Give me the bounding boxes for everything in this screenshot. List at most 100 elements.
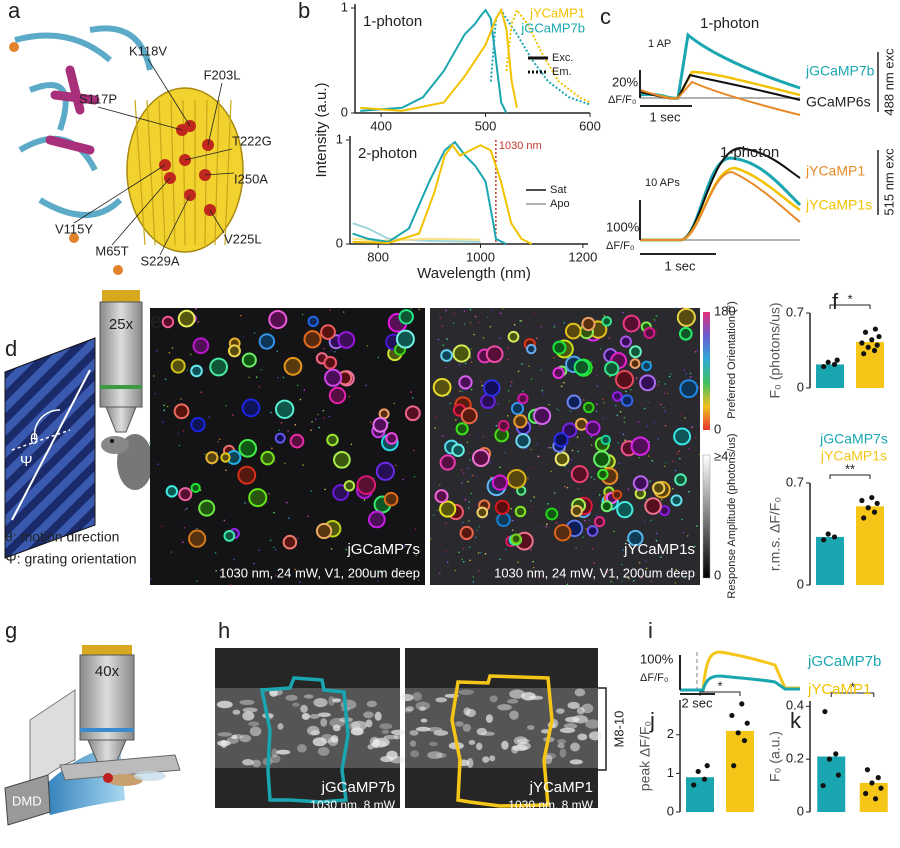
speckle bbox=[525, 447, 528, 450]
cell bbox=[627, 529, 644, 547]
texture bbox=[309, 713, 320, 719]
speckle bbox=[641, 402, 644, 405]
texture bbox=[296, 744, 307, 753]
speckle bbox=[627, 576, 630, 579]
cell bbox=[209, 357, 229, 377]
speckle bbox=[413, 449, 415, 452]
speckle bbox=[595, 410, 598, 413]
speckle bbox=[689, 376, 692, 378]
cell bbox=[260, 450, 275, 466]
speckle bbox=[519, 320, 521, 322]
speckle bbox=[162, 421, 164, 423]
texture bbox=[320, 718, 328, 727]
colorbar-label: 0 bbox=[714, 421, 721, 436]
speckle bbox=[620, 563, 623, 566]
texture bbox=[557, 739, 566, 745]
speckle bbox=[684, 577, 686, 579]
speckle bbox=[233, 558, 235, 561]
speckle bbox=[569, 410, 572, 412]
cell bbox=[328, 386, 347, 405]
speckle bbox=[568, 462, 571, 465]
objective bbox=[100, 385, 142, 389]
speckle bbox=[455, 419, 457, 421]
bar bbox=[856, 506, 884, 585]
cell bbox=[170, 358, 186, 374]
speckle bbox=[536, 442, 538, 445]
data-point bbox=[869, 780, 875, 786]
x-tick-label: 600 bbox=[579, 118, 601, 133]
data-point bbox=[701, 776, 708, 782]
speckle bbox=[462, 472, 465, 475]
speckle bbox=[614, 405, 617, 407]
speckle bbox=[653, 318, 656, 321]
cell bbox=[601, 316, 613, 327]
texture bbox=[565, 716, 580, 723]
y-tick-label: 0 bbox=[667, 803, 674, 818]
strand bbox=[146, 99, 156, 246]
speckle bbox=[168, 351, 171, 354]
cell bbox=[674, 473, 687, 487]
x-tick-label: 800 bbox=[367, 249, 389, 264]
speckle bbox=[507, 414, 509, 417]
speckle bbox=[330, 548, 333, 550]
cell bbox=[190, 364, 203, 378]
curve bbox=[352, 143, 533, 245]
speckle bbox=[675, 568, 678, 571]
cell bbox=[564, 322, 582, 340]
texture bbox=[331, 698, 342, 703]
texture bbox=[351, 720, 367, 731]
speckle bbox=[294, 423, 297, 426]
texture bbox=[482, 756, 490, 763]
texture bbox=[277, 723, 284, 730]
speckle bbox=[489, 476, 492, 479]
speckle bbox=[223, 519, 226, 522]
speckle bbox=[521, 363, 523, 365]
texture bbox=[429, 741, 438, 747]
trace bbox=[680, 674, 800, 692]
y-tick-label: 0.2 bbox=[786, 751, 804, 766]
speckle bbox=[541, 389, 544, 392]
speckle bbox=[280, 422, 283, 424]
texture bbox=[563, 723, 578, 729]
bar bbox=[816, 536, 844, 585]
speckle bbox=[486, 316, 489, 319]
panel-letter: d bbox=[5, 336, 17, 361]
texture bbox=[415, 701, 431, 711]
objective bbox=[82, 645, 132, 655]
speckle bbox=[468, 546, 471, 549]
speckle bbox=[154, 393, 157, 395]
speckle bbox=[307, 515, 310, 518]
cell bbox=[398, 309, 414, 325]
cell bbox=[323, 355, 338, 370]
speckle bbox=[529, 467, 532, 470]
texture bbox=[249, 726, 262, 737]
speckle bbox=[588, 519, 590, 522]
legend-entry: jGCaMP7b bbox=[807, 653, 881, 670]
speckle bbox=[684, 417, 686, 419]
cell bbox=[368, 510, 386, 529]
texture bbox=[379, 723, 393, 730]
speckle bbox=[644, 560, 647, 563]
panel-letter: g bbox=[5, 618, 17, 643]
speckle bbox=[150, 578, 152, 580]
y-tick-label: 0 bbox=[797, 379, 804, 394]
curve bbox=[360, 7, 518, 112]
speckle bbox=[547, 503, 549, 505]
mutation-label: V115Y bbox=[55, 221, 93, 236]
speckle bbox=[164, 378, 167, 380]
speckle bbox=[576, 436, 579, 438]
cell bbox=[223, 530, 236, 542]
strand bbox=[134, 99, 146, 246]
speckle bbox=[288, 517, 290, 519]
cell bbox=[611, 391, 623, 402]
cell bbox=[570, 465, 589, 484]
cell bbox=[227, 344, 241, 358]
leader-line bbox=[73, 164, 166, 224]
cell bbox=[315, 522, 333, 540]
texture bbox=[317, 746, 330, 756]
cell bbox=[570, 504, 583, 518]
cell bbox=[404, 405, 421, 422]
speckle bbox=[645, 567, 648, 570]
colorbar-label: 0 bbox=[714, 567, 721, 582]
speckle bbox=[284, 462, 286, 465]
